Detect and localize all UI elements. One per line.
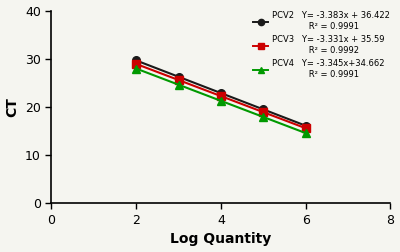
Legend: PCV2   Y= -3.383x + 36.422
              R² = 0.9991, PCV3   Y= -3.331x + 35.59
: PCV2 Y= -3.383x + 36.422 R² = 0.9991, PC… [254, 11, 390, 79]
X-axis label: Log Quantity: Log Quantity [170, 232, 272, 246]
Y-axis label: CT: CT [6, 97, 20, 117]
